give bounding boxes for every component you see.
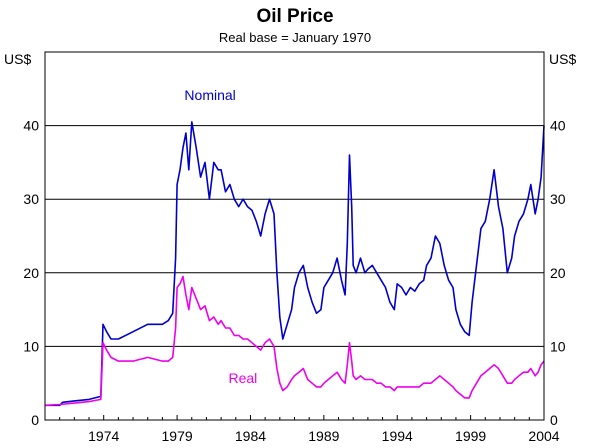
- annotation-nominal: Nominal: [184, 87, 235, 103]
- x-tick-1989: 1989: [308, 428, 339, 444]
- y-tick-labels: 0 0 10 10 20 20 30 30 40 40: [23, 118, 565, 428]
- y-tick-left-10: 10: [23, 338, 39, 354]
- x-tick-2004: 2004: [528, 428, 559, 444]
- series-annotations: Nominal Real: [184, 87, 257, 386]
- x-tick-1979: 1979: [162, 428, 193, 444]
- x-tick-1994: 1994: [382, 428, 413, 444]
- y-tick-right-40: 40: [550, 118, 566, 134]
- y-tick-left-30: 30: [23, 191, 39, 207]
- x-tick-1999: 1999: [455, 428, 486, 444]
- series-line-nominal: [45, 121, 545, 407]
- y-tick-right-10: 10: [550, 338, 566, 354]
- plot-frame: [44, 51, 545, 421]
- gridlines: [45, 125, 544, 347]
- y-axis-label-left: US$: [4, 51, 31, 67]
- chart-title: Oil Price: [256, 6, 333, 27]
- y-tick-right-30: 30: [550, 191, 566, 207]
- y-tick-left-40: 40: [23, 118, 39, 134]
- x-tick-labels: 1974 1979 1984 1989 1994 1999 2004: [59, 415, 560, 444]
- y-tick-right-20: 20: [550, 265, 566, 281]
- x-tick-1974: 1974: [88, 428, 119, 444]
- y-tick-right-0: 0: [550, 412, 558, 428]
- chart-subtitle: Real base = January 1970: [219, 30, 371, 45]
- x-tick-1984: 1984: [235, 428, 266, 444]
- y-tick-left-0: 0: [31, 412, 39, 428]
- series-line-real: [44, 275, 545, 407]
- annotation-real: Real: [228, 370, 257, 386]
- series-lines: [44, 121, 545, 407]
- y-axis-label-right: US$: [549, 51, 576, 67]
- y-tick-left-20: 20: [23, 265, 39, 281]
